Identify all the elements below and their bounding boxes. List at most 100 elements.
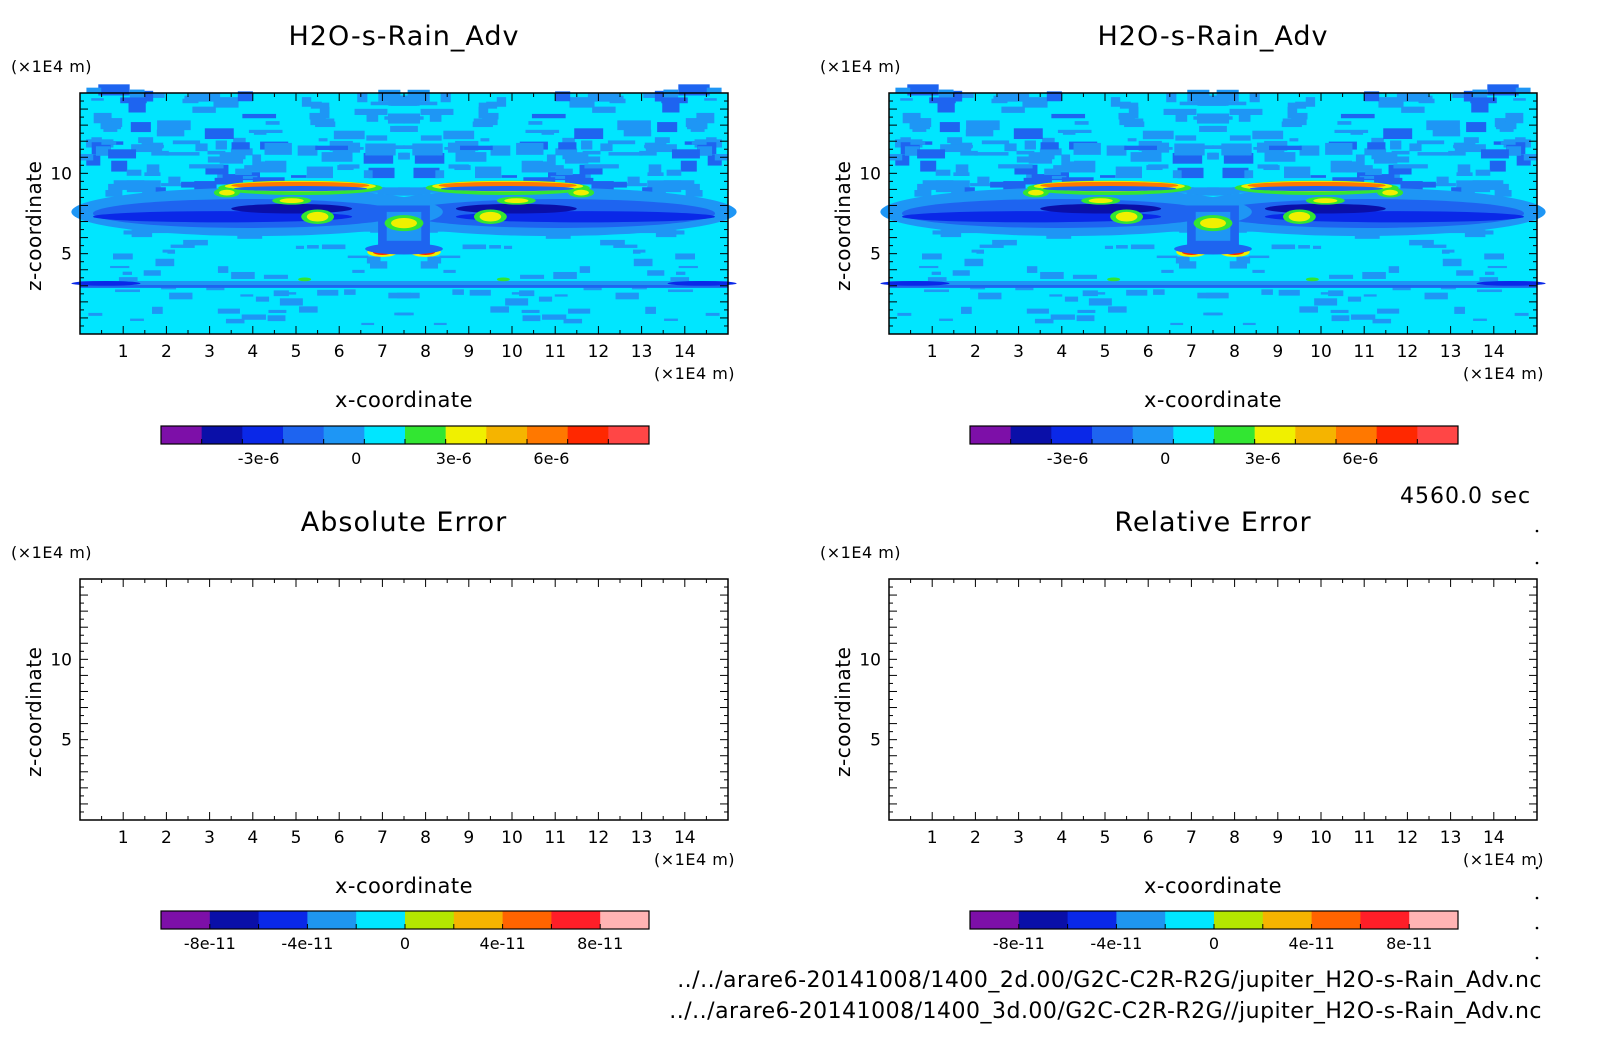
field-patch xyxy=(1487,84,1519,96)
field-patch xyxy=(496,97,507,107)
field-patch xyxy=(427,256,442,264)
field-sweep xyxy=(455,211,716,223)
field-patch xyxy=(136,181,150,185)
field-patch xyxy=(299,306,318,313)
field-patch xyxy=(1364,148,1376,156)
field-patch xyxy=(643,92,666,98)
field-blob xyxy=(279,198,304,204)
field-patch xyxy=(366,114,379,122)
field-sweep xyxy=(1264,211,1525,223)
field-patch xyxy=(310,118,335,126)
field-patch xyxy=(377,187,410,195)
panel-title: Relative Error xyxy=(1114,507,1312,538)
field-patch xyxy=(113,253,133,260)
field-patch xyxy=(347,255,369,259)
field-patch xyxy=(927,277,947,284)
field-patch xyxy=(1026,266,1038,273)
field-patch xyxy=(564,153,589,164)
field-patch xyxy=(319,106,330,119)
field-patch xyxy=(165,152,200,156)
field-patch xyxy=(1004,143,1017,152)
field-patch xyxy=(420,108,454,115)
field-patch xyxy=(142,92,165,98)
field-patch xyxy=(231,142,250,150)
colorbar-swatch xyxy=(1010,426,1052,444)
field-patch xyxy=(592,106,616,113)
field-patch xyxy=(126,169,142,176)
colorbar-swatch xyxy=(1116,911,1166,929)
field-patch xyxy=(370,101,391,106)
field-patch xyxy=(569,97,595,108)
z-tick-label: 10 xyxy=(50,650,72,670)
field-patch xyxy=(1513,98,1526,101)
field-patch xyxy=(1442,258,1462,267)
z-axis-unit: (×1E4 m) xyxy=(820,543,902,562)
field-patch xyxy=(668,289,693,293)
colorbar-swatch xyxy=(356,911,406,929)
field-patch xyxy=(1373,153,1398,164)
field-patch xyxy=(965,129,994,137)
field-patch xyxy=(217,308,240,314)
field-patch xyxy=(1156,255,1178,259)
field-patch xyxy=(675,253,695,260)
field-patch xyxy=(1076,315,1095,322)
field-patch xyxy=(520,274,545,279)
field-patch xyxy=(146,164,160,173)
x-tick-label: 11 xyxy=(544,342,566,362)
field-patch xyxy=(295,245,304,249)
field-patch xyxy=(707,154,722,166)
field-patch xyxy=(1196,113,1214,124)
field-patch xyxy=(1175,135,1197,141)
field-patch xyxy=(608,152,643,156)
field-blob xyxy=(1088,198,1113,204)
x-axis-unit: (×1E4 m) xyxy=(654,850,736,869)
field-patch xyxy=(387,113,405,124)
field-patch xyxy=(131,144,163,153)
field-patch xyxy=(144,172,161,176)
field-patch xyxy=(1014,164,1038,175)
field-patch xyxy=(1466,122,1487,133)
x-tick-label: 5 xyxy=(291,342,302,362)
field-patch xyxy=(1115,166,1142,179)
field-patch xyxy=(579,266,591,273)
field-patch xyxy=(433,322,447,326)
field-patch xyxy=(644,144,670,148)
field-patch xyxy=(169,292,193,300)
x-tick-label: 12 xyxy=(588,828,610,848)
x-tick-label: 11 xyxy=(1353,828,1375,848)
colorbar-swatch xyxy=(600,911,650,929)
field-patch xyxy=(1166,93,1177,103)
field-patch xyxy=(670,277,690,284)
field-patch xyxy=(1347,296,1362,302)
field-patch xyxy=(1467,181,1481,185)
field-patch xyxy=(706,87,722,94)
field-patch xyxy=(993,294,1001,298)
field-patch xyxy=(580,177,594,185)
field-patch xyxy=(223,179,239,185)
panel-title: H2O-s-Rain_Adv xyxy=(1097,21,1329,52)
field-patch xyxy=(1187,89,1210,102)
panel-title: H2O-s-Rain_Adv xyxy=(288,21,520,52)
field-patch xyxy=(647,270,665,276)
field-patch xyxy=(1226,101,1247,106)
field-patch xyxy=(1367,142,1386,150)
field-patch xyxy=(563,318,583,324)
field-patch xyxy=(1013,128,1043,140)
field-patch xyxy=(607,140,636,145)
field-patch xyxy=(489,245,501,249)
colorbar-label: 0 xyxy=(1209,934,1219,953)
field-patch xyxy=(1282,118,1307,126)
field-patch xyxy=(1516,154,1531,166)
field-patch xyxy=(1244,170,1254,179)
field-patch xyxy=(645,306,656,314)
x-tick-label: 12 xyxy=(1397,828,1419,848)
field-patch xyxy=(284,292,297,295)
field-patch xyxy=(1485,271,1495,275)
colorbar-label: 6e-6 xyxy=(533,449,569,468)
colorbar-label: -4e-11 xyxy=(281,934,333,953)
field-blob xyxy=(365,243,443,255)
field-patch xyxy=(1221,143,1252,156)
field-patch xyxy=(1499,121,1514,132)
field-patch xyxy=(1289,138,1299,142)
field-patch xyxy=(654,137,670,144)
